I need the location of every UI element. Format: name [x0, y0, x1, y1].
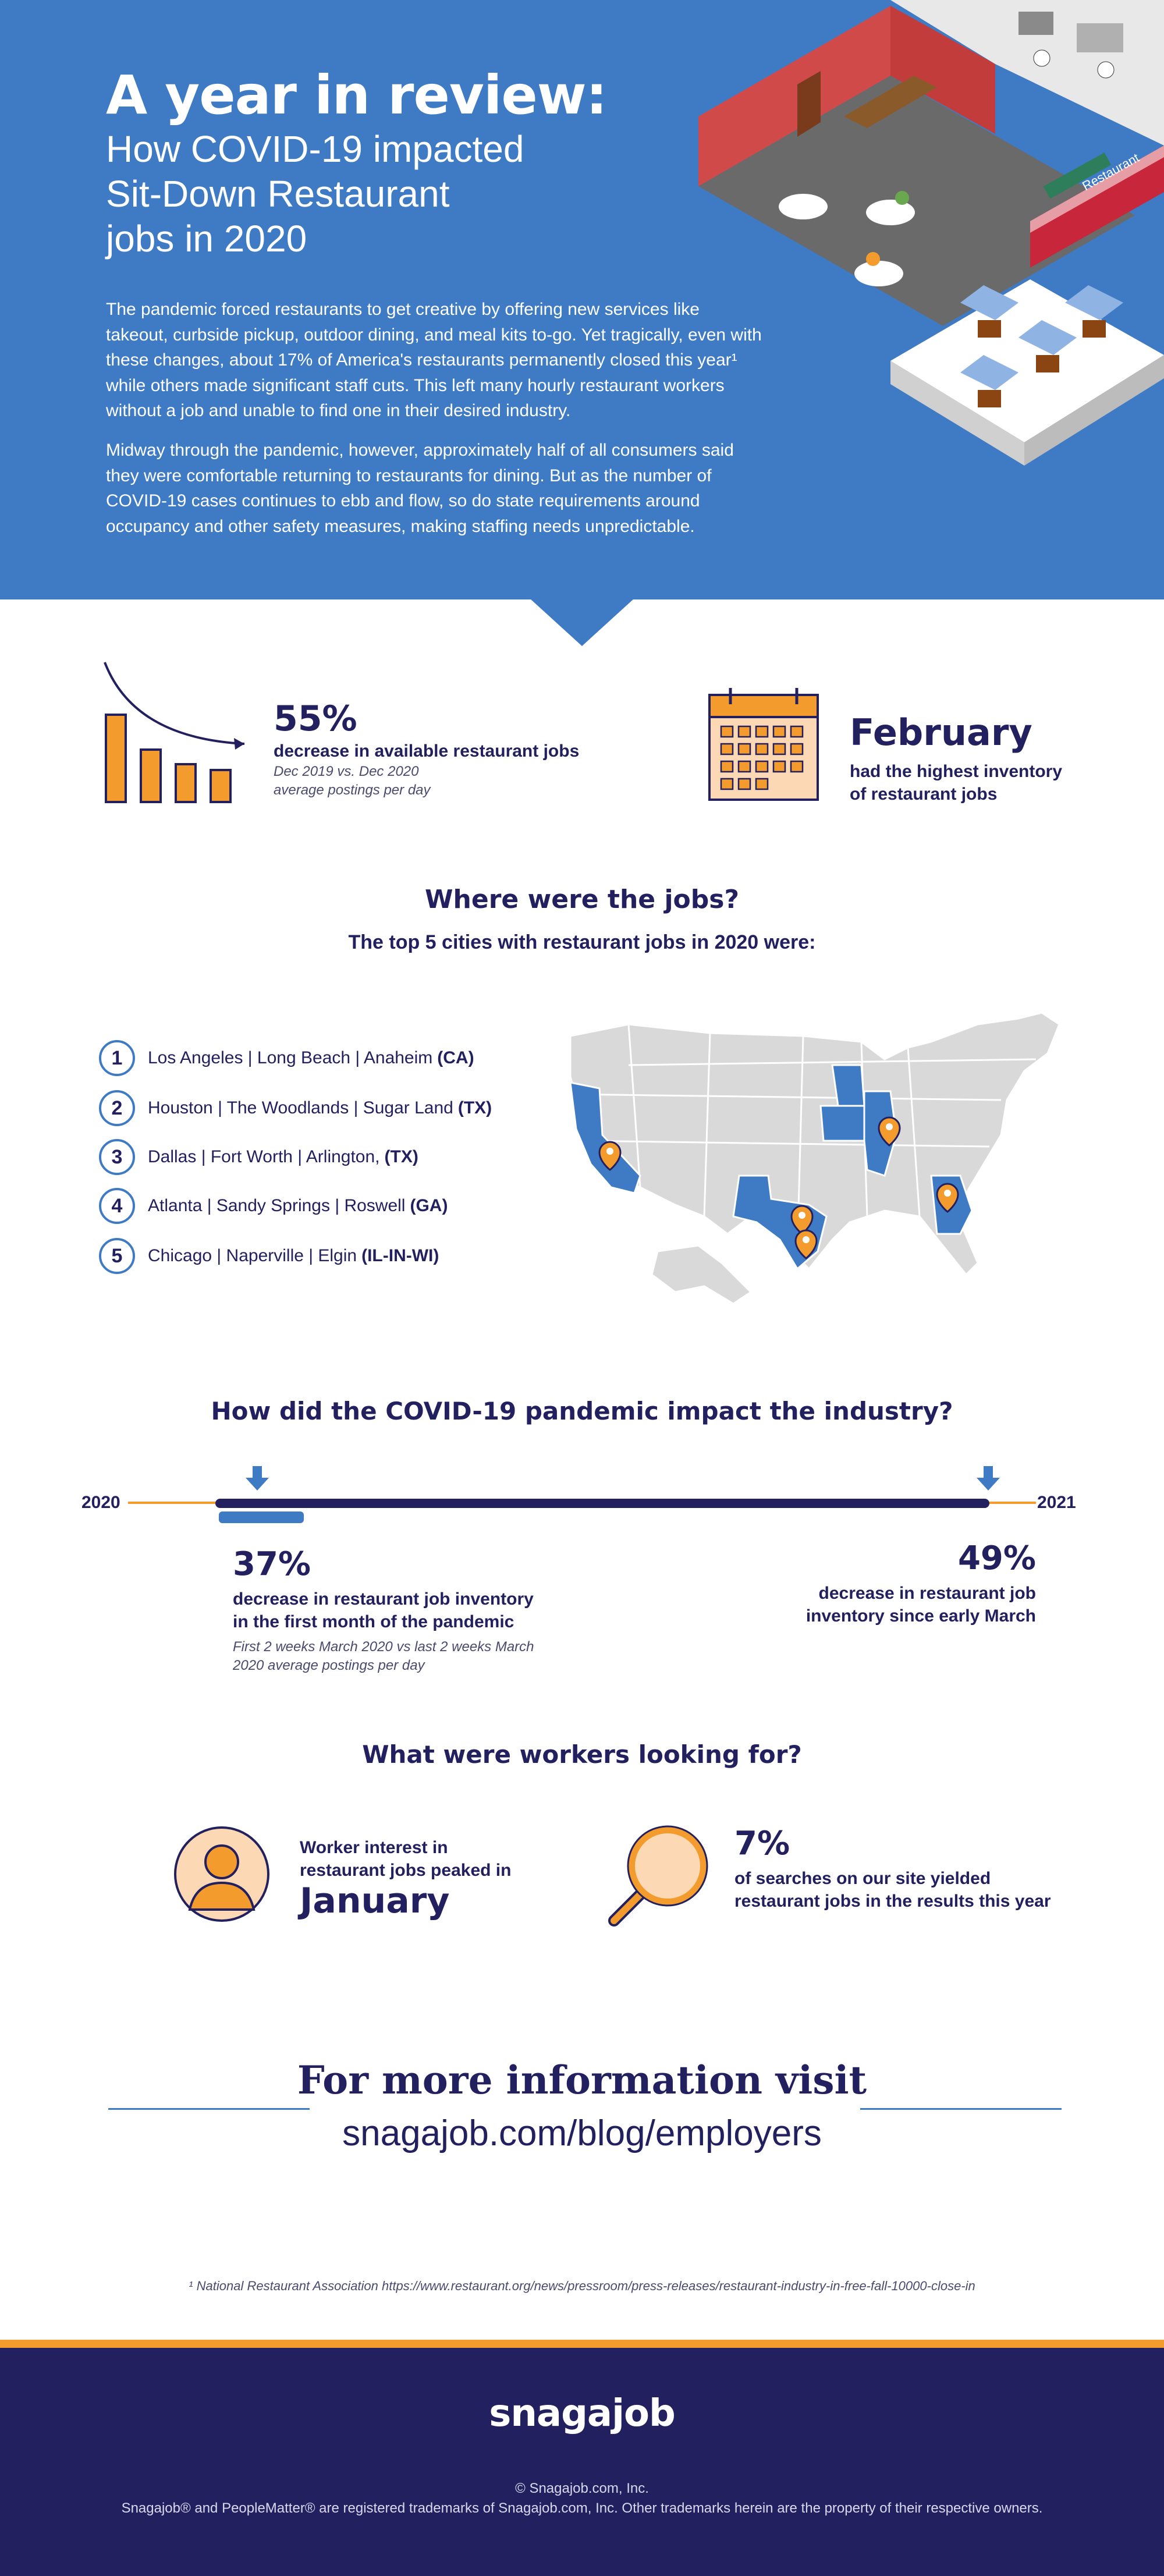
city-state: (IL-IN-WI): [361, 1246, 439, 1265]
city-state: (GA): [410, 1196, 448, 1215]
more-info-heading: For more information visit: [297, 2057, 867, 2103]
peak-month-label-2: of restaurant jobs: [850, 785, 998, 804]
impact-right-label-2: inventory since early March: [805, 1606, 1036, 1626]
arrow-down-icon: [977, 1466, 1000, 1491]
city-rank: 1: [99, 1040, 135, 1076]
snagajob-logo: snagajob: [489, 2392, 676, 2435]
map-pin-icon: [598, 1141, 622, 1171]
city-list-item: 3 Dallas | Fort Worth | Arlington, (TX): [99, 1138, 418, 1176]
city-rank: 3: [99, 1139, 135, 1175]
page-title: A year in review:: [106, 64, 608, 126]
city-name: Los Angeles | Long Beach | Anaheim: [148, 1048, 433, 1067]
impact-left-value: 37%: [233, 1545, 311, 1583]
city-rank: 5: [99, 1238, 135, 1274]
impact-left-stat: 37% decrease in restaurant job inventory…: [233, 1548, 534, 1676]
more-info-link[interactable]: snagajob.com/blog/employers: [342, 2113, 822, 2153]
restaurant-illustration: Restaurant: [698, 0, 1164, 466]
workers-heading: What were workers looking for?: [362, 1740, 802, 1769]
map-pin-icon: [790, 1205, 814, 1235]
city-name: Atlanta | Sandy Springs | Roswell: [148, 1196, 406, 1215]
subtitle-line: jobs in 2020: [106, 217, 307, 260]
impact-right-label-1: decrease in restaurant job: [818, 1584, 1036, 1603]
city-state: (CA): [437, 1048, 474, 1067]
hero-notch: [530, 598, 634, 646]
declining-bar-chart-icon: [104, 662, 245, 803]
magnifying-glass-icon: [608, 1825, 708, 1926]
impact-left-label-2: in the first month of the pandemic: [233, 1612, 514, 1631]
city-list-item: 1 Los Angeles | Long Beach | Anaheim (CA…: [99, 1039, 474, 1077]
decrease-stat: 55% decrease in available restaurant job…: [274, 701, 579, 800]
peak-month-stat: February had the highest inventory of re…: [850, 715, 1062, 806]
city-name: Dallas | Fort Worth | Arlington,: [148, 1147, 380, 1166]
timeline-bar: [128, 1466, 1036, 1523]
city-state: (TX): [457, 1098, 492, 1117]
state-california: [569, 1081, 641, 1194]
peak-month-label-1: had the highest inventory: [850, 762, 1063, 781]
state-wisconsin: [831, 1064, 865, 1107]
subtitle-line: Sit-Down Restaurant: [106, 172, 450, 215]
city-rank: 4: [99, 1188, 135, 1224]
city-list-item: 4 Atlanta | Sandy Springs | Roswell (GA): [99, 1187, 448, 1225]
timeline-end-year: 2021: [1037, 1493, 1076, 1512]
city-name: Houston | The Woodlands | Sugar Land: [148, 1098, 453, 1117]
impact-left-note-2: 2020 average postings per day: [233, 1658, 425, 1674]
us-map: [569, 1012, 1060, 1305]
worker-interest-line-2: restaurant jobs peaked in: [300, 1861, 512, 1880]
page-subtitle: How COVID-19 impacted Sit-Down Restauran…: [106, 127, 630, 261]
impact-right-stat: 49% decrease in restaurant job inventory…: [806, 1542, 1036, 1627]
impact-left-note-1: First 2 weeks March 2020 vs last 2 weeks…: [233, 1639, 534, 1655]
map-pin-icon: [936, 1183, 959, 1213]
city-list-item: 2 Houston | The Woodlands | Sugar Land (…: [99, 1090, 492, 1127]
footer-trademark: Snagajob® and PeopleMatter® are register…: [121, 2500, 1043, 2516]
worker-interest-stat: Worker interest in restaurant jobs peake…: [300, 1836, 511, 1920]
footer-copyright: © Snagajob.com, Inc.: [515, 2481, 649, 2496]
worker-interest-month: January: [300, 1880, 450, 1921]
intro-paragraph-1: The pandemic forced restaurants to get c…: [106, 300, 762, 420]
searches-stat: 7% of searches on our site yielded resta…: [734, 1828, 1051, 1913]
decrease-note-1: Dec 2019 vs. Dec 2020: [274, 764, 419, 779]
timeline-start-year: 2020: [81, 1493, 120, 1512]
map-pin-icon: [878, 1116, 901, 1147]
decrease-label: decrease in available restaurant jobs: [274, 741, 580, 761]
subtitle-line: How COVID-19 impacted: [106, 128, 524, 170]
impact-right-value: 49%: [957, 1539, 1036, 1577]
arrow-down-icon: [246, 1466, 269, 1491]
divider-left: [108, 2108, 310, 2110]
footer-stripe: [0, 2340, 1164, 2348]
calendar-icon: [708, 688, 819, 801]
where-subheading: The top 5 cities with restaurant jobs in…: [348, 931, 816, 953]
city-name: Chicago | Naperville | Elgin: [148, 1246, 357, 1265]
decrease-value: 55%: [274, 698, 357, 739]
footer: [0, 2340, 1164, 2576]
where-heading: Where were the jobs?: [425, 885, 739, 914]
map-pin-icon: [794, 1229, 818, 1259]
worker-interest-line-1: Worker interest in: [300, 1838, 448, 1857]
city-state: (TX): [384, 1147, 418, 1166]
searches-value: 7%: [734, 1825, 790, 1862]
impact-left-label-1: decrease in restaurant job inventory: [233, 1589, 534, 1609]
state-iowa: [819, 1105, 868, 1142]
footnote: ¹ National Restaurant Association https:…: [189, 2279, 975, 2293]
searches-line-1: of searches on our site yielded: [734, 1869, 991, 1888]
person-icon: [174, 1826, 269, 1922]
searches-line-2: restaurant jobs in the results this year: [734, 1892, 1051, 1911]
peak-month-value: February: [850, 711, 1032, 754]
divider-right: [860, 2108, 1062, 2110]
alaska: [651, 1244, 753, 1305]
impact-heading: How did the COVID-19 pandemic impact the…: [211, 1397, 953, 1425]
intro-paragraph-2: Midway through the pandemic, however, ap…: [106, 441, 734, 536]
decrease-note-2: average postings per day: [274, 782, 431, 799]
city-list-item: 5 Chicago | Naperville | Elgin (IL-IN-WI…: [99, 1237, 439, 1275]
city-rank: 2: [99, 1090, 135, 1126]
